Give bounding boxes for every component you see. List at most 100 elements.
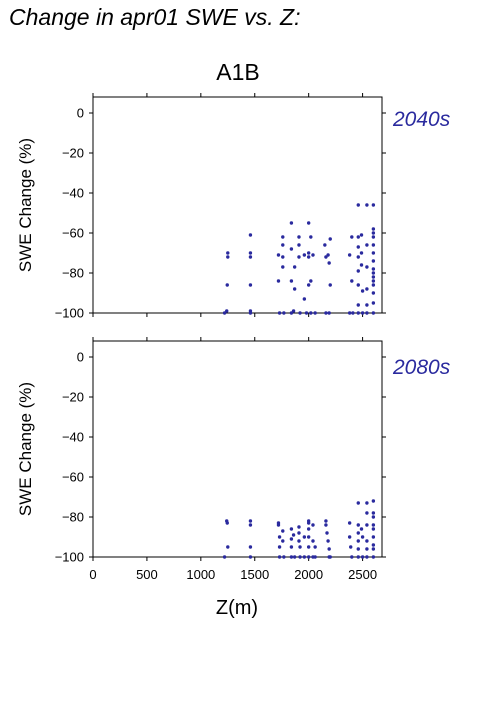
data-point <box>248 283 253 287</box>
data-point <box>347 535 352 539</box>
data-point <box>306 221 311 225</box>
data-point <box>291 309 296 313</box>
data-point <box>365 523 369 527</box>
data-point <box>327 261 331 265</box>
panel-2040s: 0 −20 −40 −60 −80 −100 2040s SWE Change (%) <box>16 93 451 321</box>
x-axis: 0 500 1000 1500 2000 2500 <box>89 567 377 582</box>
data-point <box>360 311 365 315</box>
data-point <box>371 515 376 519</box>
panel-label-2080s: 2080s <box>392 356 451 379</box>
x-tick-label: 1500 <box>240 567 269 582</box>
data-point <box>306 527 311 531</box>
y-tick-label: −20 <box>62 390 84 405</box>
data-point <box>356 311 360 315</box>
data-point <box>306 545 311 549</box>
data-point <box>248 519 253 523</box>
data-point <box>371 227 376 231</box>
data-point <box>277 545 282 549</box>
data-point <box>281 265 285 269</box>
data-point <box>225 521 229 525</box>
data-point <box>302 253 307 257</box>
data-point <box>248 251 253 255</box>
data-point <box>324 255 328 259</box>
data-point <box>313 555 317 559</box>
data-point <box>371 301 376 305</box>
data-point <box>281 243 285 247</box>
data-point <box>325 531 329 535</box>
data-point <box>371 275 376 279</box>
y-tick-label: 0 <box>77 350 84 365</box>
data-point <box>371 235 376 239</box>
y-axis-label: SWE Change (%) <box>16 382 35 516</box>
data-point <box>365 203 369 207</box>
data-point <box>248 233 253 237</box>
x-tick-label: 0 <box>89 567 96 582</box>
y-tick-label: −20 <box>62 146 84 161</box>
data-point <box>281 529 285 533</box>
data-point <box>327 547 331 551</box>
page-title: Change in apr01 SWE vs. Z: <box>9 4 301 30</box>
data-point <box>276 279 281 283</box>
data-point <box>289 555 294 559</box>
data-point <box>371 283 376 287</box>
data-point <box>302 535 307 539</box>
data-point <box>365 311 369 315</box>
data-point <box>371 535 376 539</box>
data-point <box>248 255 253 259</box>
data-point <box>289 537 294 541</box>
data-point <box>365 511 369 515</box>
data-point <box>304 311 309 315</box>
data-point <box>356 531 360 535</box>
data-point <box>226 251 230 255</box>
data-point <box>309 235 313 239</box>
y-tick-label: −40 <box>62 186 84 201</box>
y-tick-label: 0 <box>77 106 84 121</box>
data-point <box>356 303 360 307</box>
data-point <box>365 303 369 307</box>
y-tick-label: −80 <box>62 266 84 281</box>
data-point <box>297 243 301 247</box>
data-point <box>351 311 355 315</box>
data-point <box>328 555 332 559</box>
data-point <box>371 523 376 527</box>
data-point <box>365 539 369 543</box>
data-point <box>289 545 294 549</box>
data-point <box>328 237 332 241</box>
data-point <box>356 245 360 249</box>
data-point <box>350 235 354 239</box>
data-point <box>365 265 369 269</box>
data-point <box>302 555 307 559</box>
data-point <box>359 527 364 531</box>
data-point <box>371 203 376 207</box>
panel-frame <box>92 340 383 558</box>
data-point <box>289 311 294 315</box>
data-point <box>311 539 315 543</box>
data-point <box>289 247 294 251</box>
data-point <box>313 311 317 315</box>
data-point <box>248 523 253 527</box>
data-point <box>289 279 294 283</box>
y-tick-label: −100 <box>55 550 84 565</box>
chart-title: A1B <box>216 59 259 85</box>
data-point <box>347 311 352 315</box>
data-point <box>365 287 369 291</box>
data-point <box>324 523 328 527</box>
data-point <box>365 555 369 559</box>
x-tick-label: 500 <box>136 567 158 582</box>
y-tick-label: −100 <box>55 306 84 321</box>
data-point <box>277 555 282 559</box>
data-point <box>360 289 365 293</box>
data-point <box>309 311 313 315</box>
panel-frame <box>92 96 383 314</box>
data-point <box>356 547 360 551</box>
data-point <box>324 519 328 523</box>
data-point <box>292 265 297 269</box>
data-point <box>359 233 364 237</box>
data-point <box>356 501 360 505</box>
data-point <box>248 555 253 559</box>
data-point <box>276 253 281 257</box>
data-point <box>281 235 285 239</box>
data-point <box>328 283 332 287</box>
data-point <box>359 263 364 267</box>
